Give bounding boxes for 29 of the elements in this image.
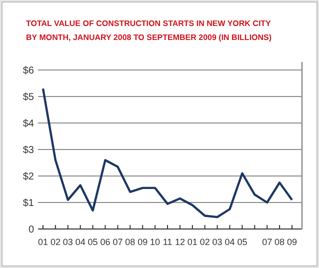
x-tick-label: 09: [138, 237, 148, 247]
x-tick-label: 03: [212, 237, 222, 247]
x-tick-label: 09: [286, 237, 298, 247]
y-tick-label: $5: [22, 92, 34, 103]
x-tick-label: 08: [274, 237, 285, 247]
x-tick-label: 01: [187, 237, 198, 247]
x-tick-label: 07: [112, 237, 123, 247]
x-tick-label: 02: [200, 237, 210, 247]
y-tick-label: $4: [22, 118, 34, 130]
y-tick-label: $3: [22, 145, 34, 156]
x-tick-label: 10: [150, 237, 160, 247]
y-tick-label: $2: [22, 172, 34, 182]
x-tick-label: 02: [50, 237, 60, 247]
x-tick-label: 07: [262, 237, 272, 247]
x-tick-label: 05: [237, 237, 248, 247]
x-tick-label: 01: [38, 237, 48, 247]
x-tick-label: 06: [100, 237, 110, 247]
x-tick-label: 03: [62, 237, 73, 247]
y-tick-label: $1: [22, 198, 34, 209]
x-tick-label: 11: [162, 237, 172, 247]
x-tick-label: 04: [224, 237, 235, 247]
x-tick-label: 05: [88, 237, 98, 247]
line-series: [42, 87, 294, 218]
y-tick-label: 0: [28, 224, 34, 236]
chart-title: TOTAL VALUE OF CONSTRUCTION STARTS IN NEW YORK CITY BY MONTH, JANUARY 2008 TO SEPTEMBER 2009 (IN BILLIONS): [26, 19, 272, 42]
x-tick-label: 04: [75, 237, 86, 247]
y-tick-label: $6: [22, 66, 34, 76]
x-tick-label: 12: [174, 237, 185, 247]
x-tick-label: 08: [125, 237, 136, 247]
